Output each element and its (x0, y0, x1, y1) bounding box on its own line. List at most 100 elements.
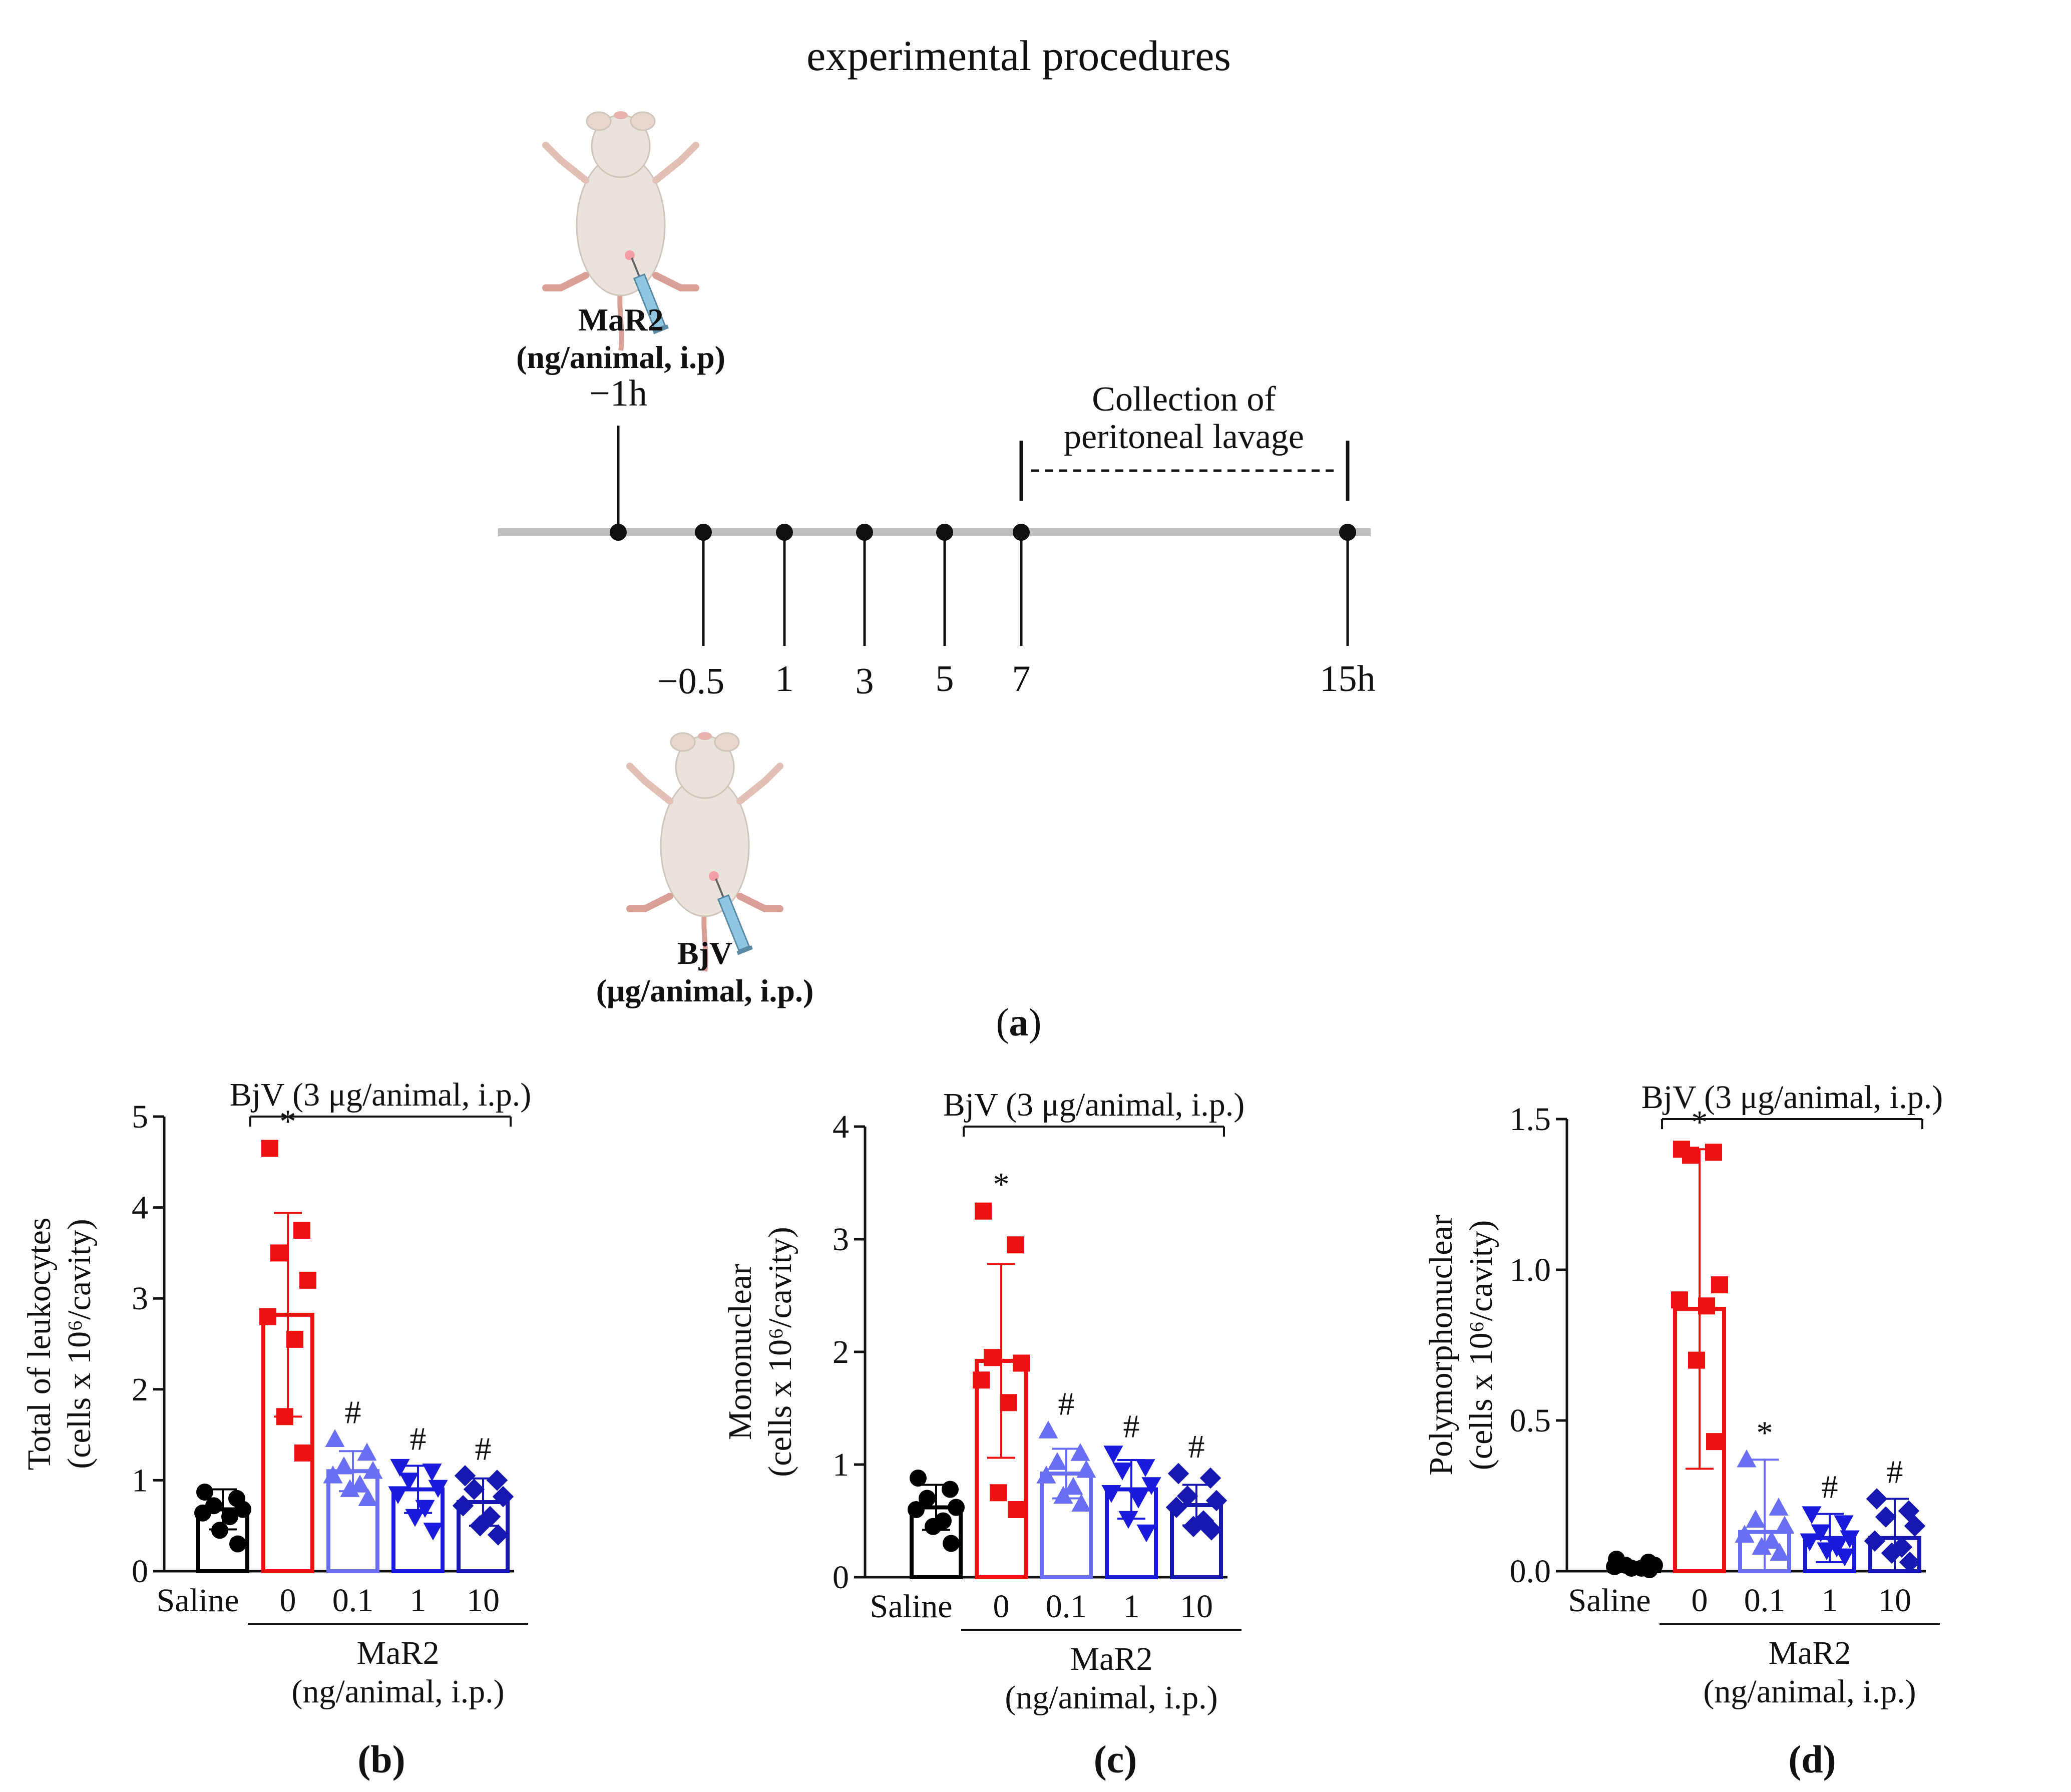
data-point (1762, 1531, 1782, 1549)
data-point (463, 1479, 485, 1500)
data-point (299, 1271, 316, 1289)
data-point (942, 1481, 959, 1498)
timeline-dots (695, 524, 1356, 541)
data-point (1866, 1488, 1888, 1510)
y-tick-label: 3 (132, 1280, 148, 1317)
data-point (293, 1222, 310, 1239)
data-point (1864, 1530, 1886, 1552)
significance-marker: # (1188, 1428, 1205, 1465)
data-point (323, 1465, 343, 1484)
significance-marker: * (1692, 1104, 1708, 1141)
significance-marker: # (475, 1430, 492, 1467)
y-axis-label: Mononuclear (722, 1264, 758, 1440)
data-point (340, 1479, 360, 1497)
timeline-tick-label: 3 (856, 661, 874, 702)
data-point (1007, 1236, 1024, 1254)
data-point (229, 1535, 246, 1553)
data-point (1840, 1530, 1860, 1549)
y-tick-label: 4 (132, 1190, 148, 1226)
x-tick-label: 1 (410, 1582, 427, 1619)
data-point (1606, 1558, 1623, 1575)
x-tick-label: Saline (157, 1582, 239, 1619)
timeline-tick-label: 15h (1320, 658, 1376, 699)
data-point (1688, 1351, 1705, 1369)
chart-total-leukocytes: 0 1 2 3 4 5 Total of leukocytes (cells x 10⁶/ca… (21, 1077, 531, 1781)
collection-label-line2: peritoneal lavage (1064, 418, 1304, 456)
data-point (1802, 1506, 1822, 1525)
y-tick-label: 1.5 (1510, 1101, 1551, 1138)
panel-label: (d) (1788, 1737, 1836, 1781)
data-point (469, 1515, 491, 1537)
data-point (194, 1504, 211, 1522)
data-point (294, 1444, 311, 1462)
data-point (1199, 1467, 1221, 1489)
data-point (1735, 1525, 1755, 1543)
bjv-bracket-label: BjV (3 μg/animal, i.p.) (943, 1087, 1245, 1123)
data-point (221, 1508, 238, 1526)
data-point (1698, 1297, 1715, 1315)
data-point (919, 1490, 936, 1507)
significance-marker: # (345, 1394, 361, 1431)
timeline-tick-label: 5 (936, 658, 954, 699)
data-point (1904, 1515, 1926, 1537)
data-point (910, 1470, 927, 1487)
data-point (1135, 1459, 1155, 1477)
x-group-unit: (ng/animal, i.p.) (291, 1673, 504, 1710)
timeline-panel: experimental procedures MaR2 (ng/animal,… (498, 32, 1376, 1044)
data-point (1775, 1516, 1795, 1534)
y-axis-label-unit: (cells x 10⁶/cavity) (61, 1219, 98, 1469)
data-point (984, 1349, 1001, 1366)
data-point (1118, 1511, 1138, 1529)
data-point (1008, 1501, 1025, 1518)
y-tick-label: 0.0 (1510, 1553, 1551, 1590)
x-tick-label: Saline (1568, 1582, 1651, 1619)
data-point (422, 1463, 442, 1482)
data-point (276, 1408, 293, 1425)
data-point (1770, 1543, 1790, 1561)
data-point (1200, 1519, 1222, 1541)
significance-marker: * (280, 1104, 296, 1140)
x-tick-label: 0 (993, 1588, 1010, 1625)
x-tick-label: 0.1 (332, 1582, 374, 1619)
x-tick-label: 0 (1692, 1582, 1708, 1619)
timeline-tick-label: 1 (775, 658, 794, 699)
y-tick-label: 1 (833, 1447, 849, 1483)
data-point (1103, 1446, 1123, 1464)
data-point (1205, 1490, 1227, 1512)
x-group-label: MaR2 (1070, 1641, 1153, 1677)
data-point (286, 1330, 303, 1348)
chart-polymorphonuclear: 0.0 0.5 1.0 1.5 Polymorphonuclear (cells x 10… (1423, 1079, 1943, 1781)
x-tick-label: 0.1 (1046, 1588, 1087, 1625)
bjv-bracket-label: BjV (3 μg/animal, i.p.) (230, 1077, 531, 1113)
data-point (1899, 1551, 1921, 1573)
data-point (1682, 1147, 1699, 1164)
data-point (350, 1475, 370, 1493)
y-axis-label: Total of leukocytes (21, 1218, 58, 1471)
data-point (261, 1140, 278, 1157)
mar2-time-label: −1h (589, 373, 647, 414)
significance-marker: # (1123, 1408, 1140, 1445)
data-point (1013, 1354, 1030, 1372)
data-point (1705, 1144, 1722, 1161)
data-point (492, 1486, 514, 1508)
data-point (454, 1465, 476, 1487)
data-point (388, 1486, 408, 1505)
data-point (1036, 1466, 1056, 1484)
data-point (1769, 1498, 1789, 1516)
data-point (943, 1535, 960, 1552)
data-point (486, 1470, 508, 1491)
y-tick-label: 1 (132, 1462, 148, 1499)
panel-label: (c) (1094, 1737, 1137, 1781)
data-point (1076, 1460, 1096, 1478)
y-axis-label-unit: (cells x 10⁶/cavity) (762, 1227, 798, 1477)
data-point (211, 1522, 228, 1539)
x-tick-label: 1 (1822, 1582, 1838, 1619)
data-point (1737, 1449, 1757, 1468)
x-tick-label: 10 (1878, 1582, 1911, 1619)
data-point (1176, 1485, 1198, 1507)
significance-marker: # (1058, 1386, 1075, 1422)
data-point (1165, 1497, 1187, 1518)
mar2-dose-label: (ng/animal, i.p) (516, 339, 725, 375)
x-group-label: MaR2 (1769, 1635, 1851, 1671)
